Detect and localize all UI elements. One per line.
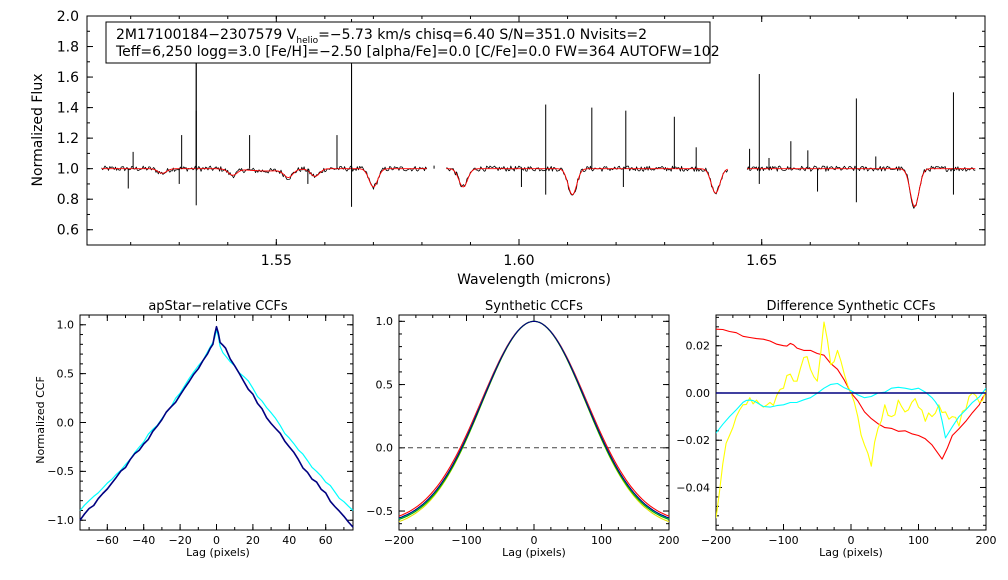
y-tick-label: 0.5 [57,367,75,380]
synthetic-ccf-title: Synthetic CCFs [485,299,583,314]
annotation-box [105,21,711,64]
x-tick-label: 0 [213,534,220,547]
difference-ccf-yellow [716,321,986,519]
model-spectrum-chip-1 [101,168,427,188]
x-tick-label: −20 [168,534,191,547]
ccf-series-visit-1 [79,325,354,528]
x-tick-label: 1.60 [503,253,534,269]
y-tick-label: 1.0 [57,162,79,178]
y-tick-label: 0.5 [376,378,394,391]
x-tick-label: −100 [451,534,481,547]
apstar-ccf-frame [79,314,354,531]
spectrum-xlabel: Wavelength (microns) [457,272,611,288]
y-tick-label: 1.4 [57,101,79,117]
spectrum-frame [86,15,986,246]
apstar-ccf-xlabel: Lag (pixels) [186,546,250,559]
difference-ccf-cyan [716,382,986,439]
synthetic-ccf-yellow [398,320,670,523]
synthetic-ccf-axes: −200 −100 0 100 200 −0.5 0.0 0.5 1.0 [366,315,680,547]
x-tick-label: 0 [531,534,538,547]
spectrum-ylabel: Normalized Flux [30,74,46,187]
x-tick-label: 100 [591,534,612,547]
y-tick-label: 1.0 [57,319,75,332]
y-tick-label: 0.6 [57,223,79,239]
difference-ccf-lines [716,321,986,519]
y-tick-label: 0.00 [686,387,711,400]
annotation-line2: Teff=6,250 logg=3.0 [Fe/H]=−2.50 [alpha/… [115,44,720,60]
apstar-ccf-lines [79,325,354,528]
x-tick-label: 60 [319,534,333,547]
x-tick-label: −100 [768,534,798,547]
synthetic-ccf-frame [398,314,670,531]
y-tick-label: 1.2 [57,131,79,147]
x-tick-label: −200 [701,534,731,547]
observed-spectrum-chip-2 [446,165,729,196]
spectrum-panel: 1.55 1.60 1.65 0.6 0.8 1.0 1.2 1.4 1.6 1.8 2.0 2M1… [30,9,986,288]
spectrum-axes: 1.55 1.60 1.65 0.6 0.8 1.0 1.2 1.4 1.6 1.8 2.0 [57,9,985,269]
difference-ccf-panel: Difference Synthetic CCFs −200 −100 0 100 20… [676,299,996,559]
x-tick-label: 100 [908,534,929,547]
observed-spectrum-chip-3 [746,165,976,209]
difference-ccf-axes: −200 −100 0 100 200 −0.04 −0.02 0.00 0.02 [676,315,997,547]
y-tick-label: −0.5 [366,505,393,518]
y-tick-label: 0.0 [376,442,394,455]
x-tick-label: 1.55 [261,253,292,269]
y-tick-label: −0.04 [676,481,710,494]
y-tick-label: 0.8 [57,192,79,208]
y-tick-label: 1.6 [57,70,79,86]
x-tick-label: 0 [848,534,855,547]
y-tick-label: 2.0 [57,9,79,25]
synthetic-ccf-xlabel: Lag (pixels) [502,546,566,559]
x-tick-label: 40 [282,534,296,547]
difference-ccf-title: Difference Synthetic CCFs [766,299,935,314]
y-tick-label: −0.5 [47,465,74,478]
model-spectrum-chip-3 [747,168,976,208]
x-tick-label: 20 [246,534,260,547]
x-tick-label: −60 [96,534,119,547]
x-tick-label: 1.65 [746,253,777,269]
x-tick-label: 200 [976,534,997,547]
x-tick-label: −200 [384,534,414,547]
spectrum-lines [101,19,976,209]
y-tick-label: 0.0 [57,416,75,429]
synthetic-ccf-navy [398,320,670,519]
y-tick-label: −0.02 [676,434,710,447]
observed-spectrum-chip-1 [101,165,428,190]
x-tick-label: 200 [659,534,680,547]
synthetic-ccf-lines [398,320,670,523]
ccf-series-visit-2 [79,329,354,511]
apstar-ccf-axes: −60 −40 −20 0 20 40 60 −1.0 −0.5 0.0 0.5 1.0 [47,314,353,547]
difference-ccf-xlabel: Lag (pixels) [819,546,883,559]
annotation-line1: 2M17100184−2307579 Vhelio=−5.73 km/s chi… [116,27,647,46]
y-tick-label: 0.02 [686,340,711,353]
y-tick-label: 1.0 [376,315,394,328]
x-tick-label: −40 [132,534,155,547]
apstar-ccf-ylabel: Normalized CCF [34,376,47,464]
difference-ccf-frame [715,314,987,531]
apstar-ccf-title: apStar−relative CCFs [148,299,288,314]
model-spectrum-chip-2 [446,168,728,195]
apstar-ccf-panel: apStar−relative CCFs −60 −40 −20 0 20 40 60 −1.… [34,299,354,559]
synthetic-ccf-panel: Synthetic CCFs −200 −100 0 100 200 −0.5 0.0 0.5… [366,299,679,559]
y-tick-label: 1.8 [57,39,79,55]
y-tick-label: −1.0 [47,514,74,527]
